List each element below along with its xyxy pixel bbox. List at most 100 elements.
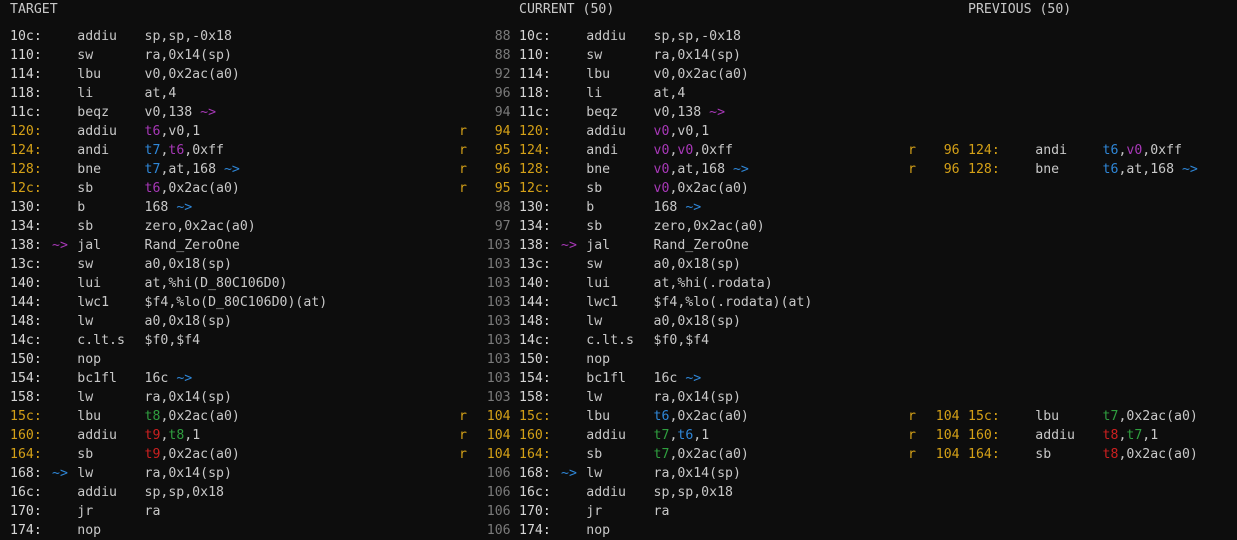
mnemonic-text: addiu — [586, 428, 626, 443]
address-text: 10c: — [10, 29, 42, 44]
table-row[interactable]: 110: sw ra,0x14(sp) 88 110: sw ra,0x14(sp) — [0, 46, 1237, 65]
current-operands: t7,t6,1 — [654, 426, 710, 445]
current-mnemonic: nop — [586, 521, 610, 540]
previous-reorder-marker: r — [908, 407, 916, 426]
table-row[interactable]: 164: sb t9,0x2ac(a0) r 104 164: sb t7,0x2ac(a0)… — [0, 445, 1237, 464]
operand: at,%hi(D_80C106D0) — [144, 276, 288, 291]
current-operands: t7,0x2ac(a0) — [654, 445, 749, 464]
table-row[interactable]: 124: andi t7,t6,0xff r 95 124: andi v0,v0,0xff r… — [0, 141, 1237, 160]
current-operands: ra,0x14(sp) — [654, 464, 741, 483]
mnemonic-text: lw — [77, 314, 94, 329]
current-branch-target-arrow-icon: ~> — [561, 464, 577, 483]
operand: t8 — [1102, 447, 1119, 462]
target-address: 148: — [10, 312, 42, 331]
target-branch-target-arrow-icon: ~> — [52, 464, 68, 483]
mnemonic-text: addiu — [586, 485, 626, 500]
table-row[interactable]: 168: ~> lw ra,0x14(sp) 106 168: ~> lw ra,0x14(sp… — [0, 464, 1237, 483]
address-text: 124: — [968, 143, 1000, 158]
current-score: 106 — [477, 464, 511, 483]
mnemonic-text: lwc1 — [77, 295, 110, 310]
table-row[interactable]: 158: lw ra,0x14(sp) 103 158: lw ra,0x14(sp) — [0, 388, 1237, 407]
previous-mnemonic: addiu — [1035, 426, 1075, 445]
score-text: 95 — [494, 181, 511, 196]
address-text: 14c: — [519, 333, 551, 348]
operand: sp,sp,-0x18 — [144, 29, 232, 44]
table-row[interactable]: 16c: addiu sp,sp,0x18 106 16c: addiu sp,sp,0x1… — [0, 483, 1237, 502]
table-row[interactable]: 160: addiu t9,t8,1 r 104 160: addiu t7,t6,1 r 104… — [0, 426, 1237, 445]
operand: t8 — [1102, 428, 1119, 443]
target-address: 174: — [10, 521, 42, 540]
mnemonic-text: addiu — [586, 29, 626, 44]
address-text: 120: — [10, 124, 42, 139]
mnemonic-text: bne — [586, 162, 611, 177]
current-score: 88 — [477, 27, 511, 46]
address-text: 114: — [10, 67, 42, 82]
operand: t9 — [144, 447, 161, 462]
operand: 16c — [653, 371, 686, 386]
reorder-marker-text: r — [459, 428, 467, 443]
mnemonic-text: nop — [77, 352, 102, 367]
current-operands: v0,138 ~> — [654, 103, 725, 122]
current-score: 106 — [477, 483, 511, 502]
reorder-marker-text: r — [459, 447, 467, 462]
current-reorder-marker: r — [459, 179, 467, 198]
address-text: 168: — [10, 466, 42, 481]
table-row[interactable]: 150: nop 103 150: nop — [0, 350, 1237, 369]
mnemonic-text: lwc1 — [586, 295, 619, 310]
operand: at,4 — [653, 86, 686, 101]
target-mnemonic: jal — [77, 236, 101, 255]
current-mnemonic: lw — [586, 464, 602, 483]
current-operands: a0,0x18(sp) — [654, 255, 741, 274]
current-operands: at,%hi(.rodata) — [654, 274, 773, 293]
previous-mnemonic: andi — [1035, 141, 1067, 160]
operand: ra,0x14(sp) — [144, 466, 232, 481]
score-text: 103 — [486, 257, 511, 272]
table-row[interactable]: 120: addiu t6,v0,1 r 94 120: addiu v0,v0,1 — [0, 122, 1237, 141]
table-row[interactable]: 11c: beqz v0,138 ~> 94 11c: beqz v0,138 ~> — [0, 103, 1237, 122]
target-operands: ra — [145, 502, 161, 521]
score-text: 103 — [486, 314, 511, 329]
operand: ra,0x14(sp) — [653, 390, 741, 405]
mnemonic-text: lui — [77, 276, 102, 291]
table-row[interactable]: 134: sb zero,0x2ac(a0) 97 134: sb zero,0x2ac(a… — [0, 217, 1237, 236]
target-mnemonic: sw — [77, 255, 93, 274]
table-row[interactable]: 10c: addiu sp,sp,-0x18 88 10c: addiu sp,sp,-0x… — [0, 27, 1237, 46]
address-text: 13c: — [519, 257, 551, 272]
operand: , — [160, 428, 169, 443]
operand: ~> — [685, 371, 702, 386]
table-row[interactable]: 14c: c.lt.s $f0,$f4 103 14c: c.lt.s $f0,$f4 — [0, 331, 1237, 350]
table-row[interactable]: 118: li at,4 96 118: li at,4 — [0, 84, 1237, 103]
mnemonic-text: bne — [1035, 162, 1060, 177]
operand: t6 — [144, 181, 161, 196]
operand: t7 — [144, 162, 161, 177]
operand: ~> — [200, 105, 217, 120]
previous-score: 104 — [926, 445, 960, 464]
table-row[interactable]: 154: bc1fl 16c ~> 103 154: bc1fl 16c ~> — [0, 369, 1237, 388]
table-row[interactable]: 130: b 168 ~> 98 130: b 168 ~> — [0, 198, 1237, 217]
score-text: 96 — [943, 162, 960, 177]
target-address: 118: — [10, 84, 42, 103]
table-row[interactable]: 13c: sw a0,0x18(sp) 103 13c: sw a0,0x18(sp) — [0, 255, 1237, 274]
mnemonic-text: bc1fl — [77, 371, 117, 386]
table-row[interactable]: 12c: sb t6,0x2ac(a0) r 95 12c: sb v0,0x2ac(a0) — [0, 179, 1237, 198]
table-row[interactable]: 114: lbu v0,0x2ac(a0) 92 114: lbu v0,0x2ac(a0) — [0, 65, 1237, 84]
table-row[interactable]: 15c: lbu t8,0x2ac(a0) r 104 15c: lbu t6,0x2ac(a… — [0, 407, 1237, 426]
target-operands: t9,0x2ac(a0) — [145, 445, 240, 464]
operand: ,0x2ac(a0) — [669, 447, 749, 462]
target-address: 16c: — [10, 483, 42, 502]
operand: zero,0x2ac(a0) — [653, 219, 765, 234]
table-row[interactable]: 138: ~> jal Rand_ZeroOne 103 138: ~> jal Rand_Ze… — [0, 236, 1237, 255]
table-row[interactable]: 144: lwc1 $f4,%lo(D_80C106D0)(at) 103 144: lw… — [0, 293, 1237, 312]
score-text: 106 — [486, 504, 511, 519]
current-score: 103 — [477, 236, 511, 255]
current-reorder-marker: r — [459, 445, 467, 464]
table-row[interactable]: 128: bne t7,at,168 ~> r 96 128: bne v0,at,168 ~… — [0, 160, 1237, 179]
table-row[interactable]: 148: lw a0,0x18(sp) 103 148: lw a0,0x18(sp) — [0, 312, 1237, 331]
target-operands: v0,0x2ac(a0) — [145, 65, 240, 84]
table-row[interactable]: 170: jr ra 106 170: jr ra — [0, 502, 1237, 521]
current-mnemonic: bc1fl — [586, 369, 626, 388]
table-row[interactable]: 174: nop 106 174: nop — [0, 521, 1237, 540]
table-row[interactable]: 140: lui at,%hi(D_80C106D0) 103 140: lui at,%h… — [0, 274, 1237, 293]
address-text: 118: — [519, 86, 551, 101]
operand: ~> — [732, 162, 749, 177]
